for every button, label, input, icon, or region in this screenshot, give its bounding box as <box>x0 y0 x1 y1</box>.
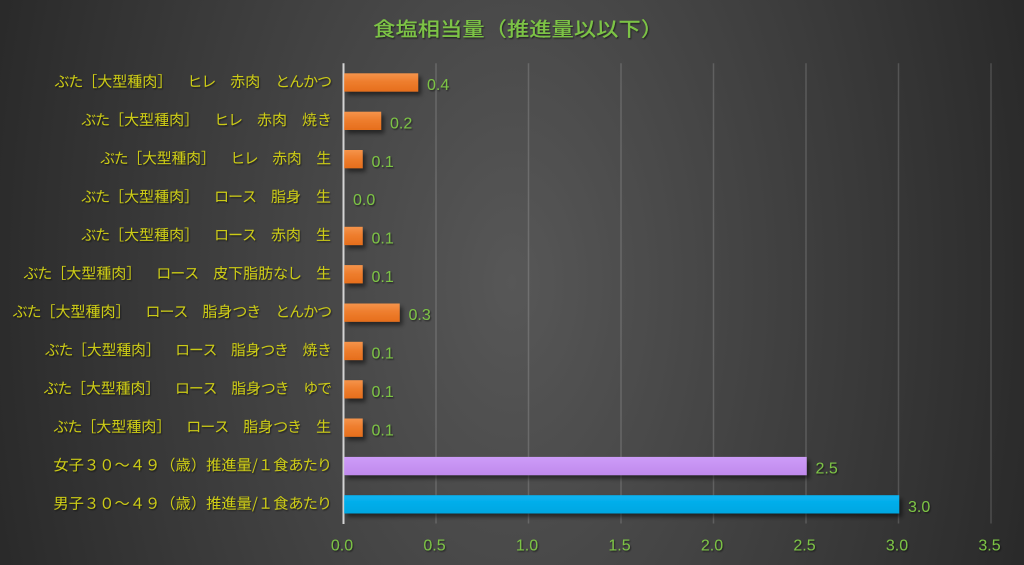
svg-text:3.0: 3.0 <box>908 499 930 516</box>
svg-text:0.1: 0.1 <box>372 422 394 439</box>
svg-text:0.0: 0.0 <box>331 537 353 554</box>
svg-text:0.1: 0.1 <box>372 231 394 248</box>
svg-text:3.5: 3.5 <box>978 537 1000 554</box>
svg-text:0.4: 0.4 <box>427 77 449 94</box>
svg-text:1.0: 1.0 <box>516 537 538 554</box>
svg-text:0.0: 0.0 <box>353 192 375 209</box>
svg-text:0.1: 0.1 <box>372 154 394 171</box>
svg-text:0.2: 0.2 <box>390 115 412 132</box>
svg-text:0.3: 0.3 <box>409 307 431 324</box>
svg-text:0.1: 0.1 <box>372 269 394 286</box>
svg-text:0.5: 0.5 <box>423 537 445 554</box>
svg-text:0.1: 0.1 <box>372 346 394 363</box>
svg-text:2.0: 2.0 <box>701 537 723 554</box>
svg-text:2.5: 2.5 <box>816 461 838 478</box>
svg-text:0.1: 0.1 <box>372 384 394 401</box>
svg-text:2.5: 2.5 <box>793 537 815 554</box>
svg-text:1.5: 1.5 <box>608 537 630 554</box>
svg-text:3.0: 3.0 <box>886 537 908 554</box>
